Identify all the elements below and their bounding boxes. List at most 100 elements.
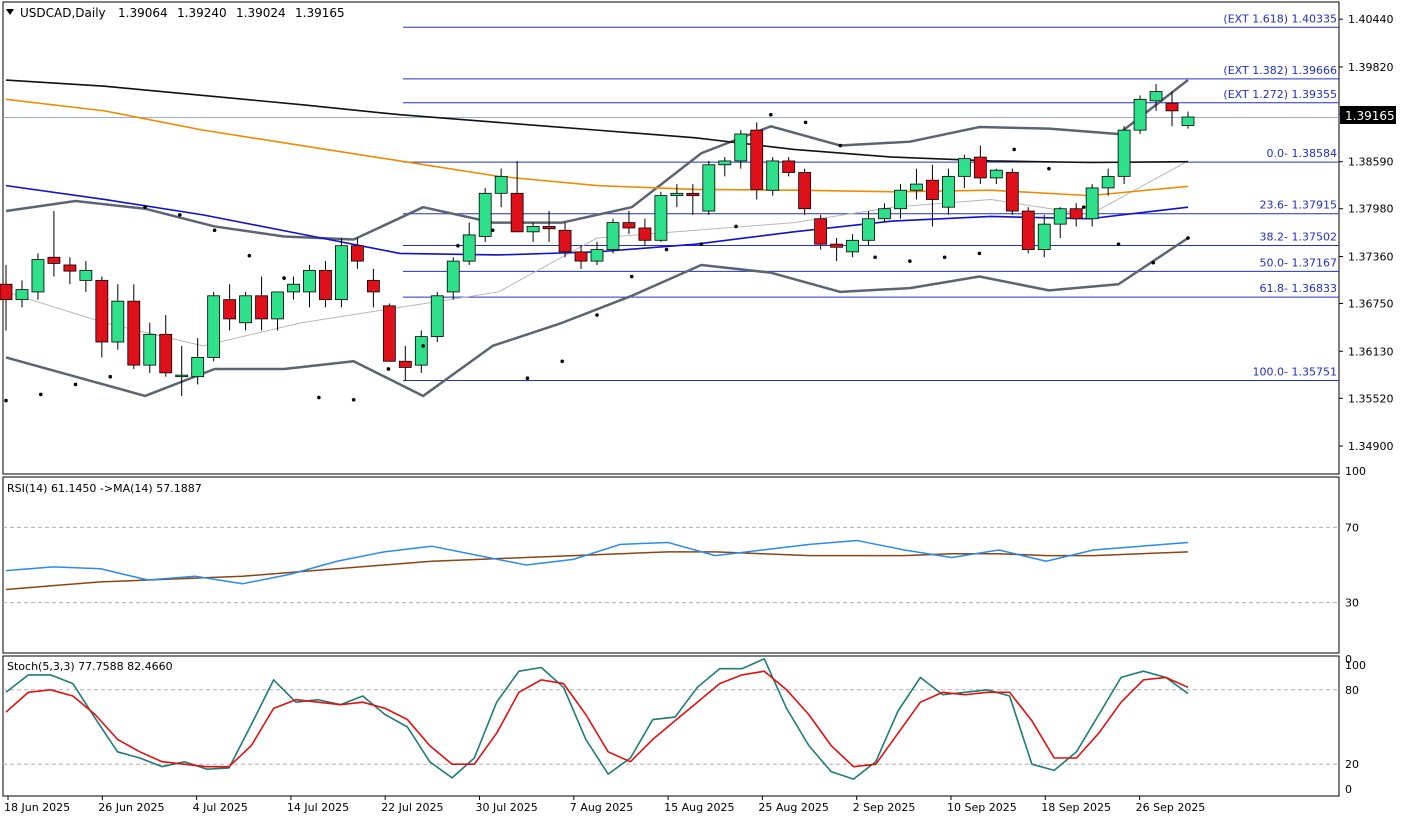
bearish-candle (255, 295, 268, 320)
bearish-candle (1005, 172, 1019, 212)
bearish-candle (782, 160, 796, 173)
bearish-candle (47, 256, 61, 264)
bullish-candle (526, 226, 540, 233)
bearish-candle (638, 227, 652, 241)
bearish-candle (750, 129, 764, 190)
price-axis-label: 1.37980 (1348, 203, 1394, 216)
bullish-candle (846, 239, 859, 253)
bullish-candle (414, 336, 428, 366)
bearish-candle (95, 279, 109, 343)
bullish-candle (239, 295, 252, 324)
fib-level-label: 50.0- 1.37167 (1260, 256, 1337, 269)
date-axis-label: 22 Jul 2025 (381, 801, 443, 814)
price-axis-label: 1.34900 (1348, 440, 1394, 453)
bullish-candle (590, 249, 604, 262)
bullish-candle (335, 245, 348, 301)
bullish-candle (143, 333, 157, 366)
bullish-candle (894, 189, 907, 210)
parabolic-sar-dot (143, 205, 147, 209)
fib-level-label: 100.0- 1.35751 (1253, 365, 1337, 378)
rsi-panel: RSI(14) 61.1450 ->MA(14) 57.1887 (3, 482, 1339, 604)
bullish-candle (79, 269, 93, 281)
axes: 1.404401.398201.392101.385901.379801.373… (4, 13, 1394, 814)
parabolic-sar-dot (73, 382, 78, 387)
parabolic-sar-dot (386, 367, 391, 371)
parabolic-sar-dot (38, 392, 43, 397)
bullish-candle (271, 291, 284, 320)
bearish-candle (973, 156, 987, 179)
parabolic-sar-dot (1012, 147, 1016, 152)
parabolic-sar-dot (1116, 242, 1121, 246)
date-axis-label: 7 Aug 2025 (570, 801, 633, 814)
date-axis-label: 4 Jul 2025 (193, 801, 248, 814)
stoch-axis-label: 0 (1345, 783, 1352, 796)
rsi-axis-label: 100 (1345, 465, 1366, 478)
bearish-candle (63, 264, 77, 272)
bullish-candle (1149, 91, 1163, 102)
date-axis-label: 14 Jul 2025 (287, 801, 349, 814)
bullish-candle (862, 218, 875, 241)
parabolic-sar-dot (595, 313, 599, 317)
parabolic-sar-dot (490, 228, 495, 233)
parabolic-sar-dot (769, 112, 773, 117)
bullish-candle (287, 283, 300, 293)
bullish-candle (910, 183, 923, 191)
bullish-candle (478, 192, 492, 237)
fib-level-label: 0.0- 1.38584 (1267, 147, 1337, 160)
price-axis-label: 1.35520 (1348, 392, 1394, 405)
header-low: 1.39024 (236, 6, 286, 20)
date-axis-label: 26 Sep 2025 (1136, 801, 1206, 814)
bullish-candle (957, 158, 971, 177)
stoch-axis-label: 80 (1345, 684, 1359, 697)
bearish-candle (319, 269, 332, 301)
bullish-candle (942, 175, 955, 208)
date-axis-label: 30 Jul 2025 (476, 801, 538, 814)
bullish-candle (1133, 98, 1147, 131)
bearish-candle (1165, 102, 1179, 112)
bullish-candle (31, 259, 45, 293)
price-axis-label: 1.38590 (1348, 156, 1394, 169)
header-open: 1.39064 (118, 6, 168, 20)
dropdown-triangle-icon[interactable] (6, 9, 14, 15)
bearish-candle (622, 222, 636, 229)
parabolic-sar-dot (803, 120, 808, 125)
date-axis-label: 2 Sep 2025 (853, 801, 916, 814)
stoch-axis-label: 20 (1345, 758, 1359, 771)
bullish-candle (1181, 116, 1195, 126)
stoch-panel-frame (2, 655, 1340, 797)
rsi-axis-label: 0 (1345, 653, 1352, 666)
date-axis-label: 10 Sep 2025 (947, 801, 1017, 814)
rsi-title: RSI(14) 61.1450 ->MA(14) 57.1887 (7, 482, 202, 495)
bullish-candle (446, 260, 460, 293)
parabolic-sar-dot (1186, 236, 1190, 240)
stoch-axis-label: 100 (1345, 659, 1366, 672)
bearish-candle (366, 279, 380, 293)
rsi-axis-label: 30 (1345, 597, 1359, 610)
header-symbol: USDCAD,Daily (20, 6, 106, 20)
bearish-candle (1021, 210, 1035, 250)
bullish-candle (111, 300, 125, 343)
parabolic-sar-dot (4, 398, 8, 403)
bearish-candle (686, 192, 700, 197)
date-axis-label: 18 Jun 2025 (4, 801, 70, 814)
price-axis-label: 1.37360 (1348, 250, 1394, 263)
bearish-candle (558, 229, 572, 253)
bullish-candle (989, 169, 1003, 179)
rsi-line (5, 539, 1189, 585)
parabolic-sar-dot (108, 374, 113, 379)
stoch-title: Stoch(5,3,3) 77.7588 82.4660 (7, 660, 173, 673)
bullish-candle (175, 374, 189, 378)
bullish-candle (734, 133, 748, 162)
bearish-candle (542, 226, 556, 230)
moving-average-thin (5, 160, 1189, 347)
bearish-candle (926, 179, 939, 200)
bullish-candle (766, 160, 780, 191)
bullish-candle (207, 295, 221, 358)
price-axis-label: 1.40440 (1348, 13, 1394, 26)
bullish-candle (1117, 129, 1131, 177)
parabolic-sar-dot (1151, 260, 1156, 265)
bollinger-upper-band (5, 79, 1189, 241)
bullish-candle (1101, 175, 1115, 189)
bearish-candle (798, 172, 812, 210)
